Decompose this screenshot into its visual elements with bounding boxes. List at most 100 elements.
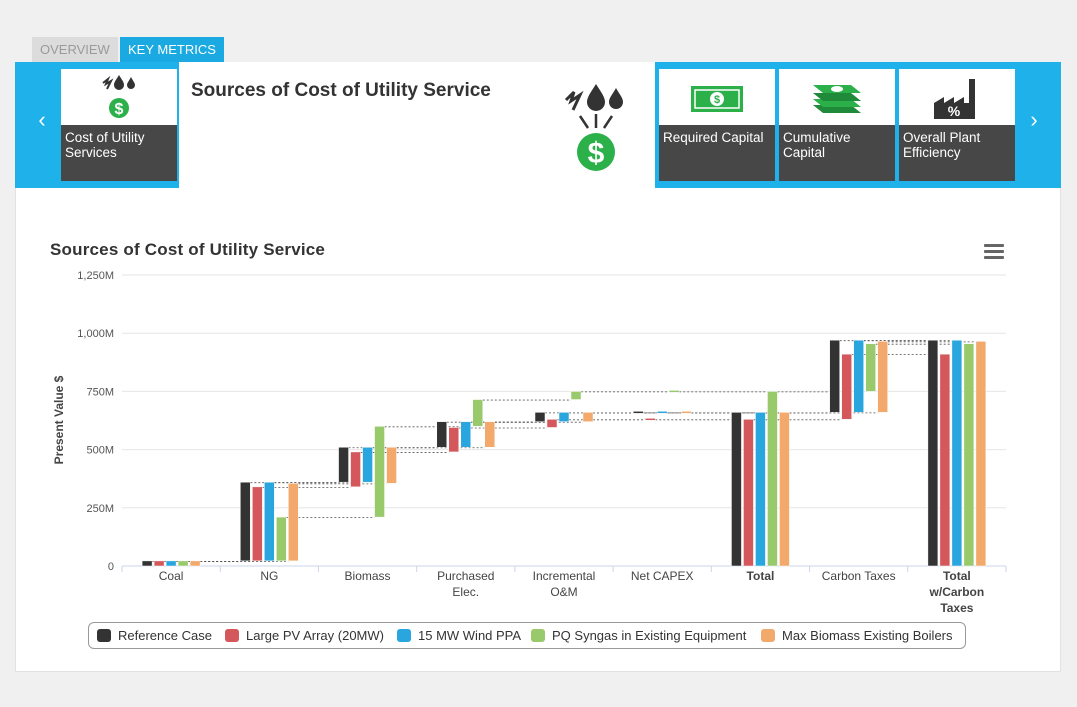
legend-label: Large PV Array (20MW) xyxy=(246,628,384,643)
svg-text:%: % xyxy=(948,103,961,119)
bar-3-4 xyxy=(460,421,472,448)
legend-item-large-pv[interactable]: Large PV Array (20MW) xyxy=(225,628,384,643)
bar-5-1 xyxy=(189,560,201,567)
bar-2-1 xyxy=(153,560,165,567)
bar-1-5 xyxy=(534,412,546,422)
chart-title: Sources of Cost of Utility Service xyxy=(50,240,326,259)
legend-label: 15 MW Wind PPA xyxy=(418,628,522,643)
bar-3-2 xyxy=(264,481,275,562)
dollar-bill-icon: $ xyxy=(659,69,775,125)
bar-4-3 xyxy=(374,426,385,518)
energy-cost-icon: $ xyxy=(61,69,177,125)
card-cost-of-utility-services[interactable]: $ Cost of Utility Services xyxy=(61,69,177,181)
bar-3-9 xyxy=(951,339,963,567)
legend-swatch xyxy=(225,629,239,642)
bar-3-5 xyxy=(558,412,570,422)
card-cumulative-capital[interactable]: Cumulative Capital xyxy=(779,69,895,181)
y-tick-label: 0 xyxy=(108,561,114,573)
card-label: Overall Plant Efficiency xyxy=(899,125,1015,181)
bar-5-5 xyxy=(582,412,594,422)
bar-3-3 xyxy=(362,447,373,483)
bar-4-1 xyxy=(177,560,189,567)
legend-swatch xyxy=(531,629,545,642)
bar-1-9 xyxy=(927,339,939,567)
y-tick-label: 250M xyxy=(86,503,114,515)
bar-2-2 xyxy=(252,486,263,562)
bar-3-7 xyxy=(755,412,766,567)
card-label: Cumulative Capital xyxy=(779,125,895,181)
bar-2-6 xyxy=(644,418,656,421)
chart-legend: Reference Case Large PV Array (20MW) 15 … xyxy=(88,622,966,649)
card-label: Required Capital xyxy=(659,125,775,181)
bar-2-7 xyxy=(743,419,754,567)
bar-1-7 xyxy=(731,412,742,567)
metrics-carousel: ‹ $ Cost of Utility Services Sources of … xyxy=(15,62,1061,188)
legend-item-max-biomass[interactable]: Max Biomass Existing Boilers xyxy=(761,628,953,643)
legend-label: PQ Syngas in Existing Equipment xyxy=(552,628,747,643)
bar-5-4 xyxy=(484,421,496,448)
bar-1-4 xyxy=(436,421,448,448)
y-tick-label: 500M xyxy=(86,445,114,457)
svg-text:$: $ xyxy=(588,137,605,170)
x-tick-label: Biomass xyxy=(345,569,391,583)
bar-1-6 xyxy=(632,411,644,414)
selected-metric-panel: Sources of Cost of Utility Service $ xyxy=(179,62,655,188)
legend-swatch xyxy=(97,629,111,642)
bar-3-6 xyxy=(656,411,668,414)
bar-4-4 xyxy=(472,399,484,427)
chart-panel xyxy=(15,188,1061,672)
bar-1-1 xyxy=(141,560,153,567)
bar-5-8 xyxy=(877,341,888,413)
bar-3-8 xyxy=(853,339,864,413)
svg-text:$: $ xyxy=(115,101,124,118)
bar-4-8 xyxy=(865,343,876,392)
card-required-capital[interactable]: $ Required Capital xyxy=(659,69,775,181)
x-tick-label: Net CAPEX xyxy=(631,569,694,583)
bar-5-3 xyxy=(386,447,397,484)
legend-item-wind-ppa[interactable]: 15 MW Wind PPA xyxy=(397,628,521,643)
x-tick-label: Total xyxy=(747,569,775,583)
legend-label: Max Biomass Existing Boilers xyxy=(782,628,953,643)
bar-4-2 xyxy=(276,516,287,562)
bar-5-6 xyxy=(680,411,692,414)
card-label: Cost of Utility Services xyxy=(61,125,177,181)
bar-2-4 xyxy=(448,427,460,453)
bar-4-6 xyxy=(668,390,680,393)
bar-4-5 xyxy=(570,391,582,400)
y-tick-label: 1,250M xyxy=(77,270,114,282)
legend-item-reference-case[interactable]: Reference Case xyxy=(97,628,212,643)
x-tick-label: NG xyxy=(260,569,278,583)
bar-1-8 xyxy=(829,339,840,413)
bar-5-2 xyxy=(288,483,299,562)
bar-1-2 xyxy=(240,481,251,562)
energy-cost-large-icon: $ xyxy=(564,84,623,171)
legend-item-pq-syngas[interactable]: PQ Syngas in Existing Equipment xyxy=(531,628,746,643)
tab-overview[interactable]: OVERVIEW xyxy=(32,37,118,62)
bar-2-3 xyxy=(350,451,361,488)
bar-5-7 xyxy=(779,412,790,567)
factory-percent-icon: % xyxy=(899,69,1015,125)
legend-label: Reference Case xyxy=(118,628,212,643)
bar-3-1 xyxy=(165,560,177,567)
carousel-next-button[interactable]: › xyxy=(1030,107,1038,132)
legend-swatch xyxy=(397,629,411,642)
tab-key-metrics[interactable]: KEY METRICS xyxy=(120,37,224,62)
x-tick-label: Purchased Elec. xyxy=(437,569,494,599)
bar-2-5 xyxy=(546,419,558,428)
carousel-prev-button[interactable]: ‹ xyxy=(38,107,46,132)
y-axis-title: Present Value $ xyxy=(52,375,66,464)
x-tick-label: Carbon Taxes xyxy=(822,569,896,583)
bar-2-9 xyxy=(939,353,951,567)
chart-menu-button[interactable] xyxy=(984,244,1004,262)
bar-5-9 xyxy=(975,341,987,567)
bar-2-8 xyxy=(841,353,852,420)
legend-swatch xyxy=(761,629,775,642)
svg-text:$: $ xyxy=(714,94,720,106)
card-overall-plant-efficiency[interactable]: % Overall Plant Efficiency xyxy=(899,69,1015,181)
x-tick-label: Incremental O&M xyxy=(533,569,596,599)
bar-1-3 xyxy=(338,447,349,483)
money-stack-icon xyxy=(779,69,895,125)
x-tick-label: Total w/Carbon Taxes xyxy=(929,569,985,615)
selected-metric-title: Sources of Cost of Utility Service xyxy=(191,80,491,101)
